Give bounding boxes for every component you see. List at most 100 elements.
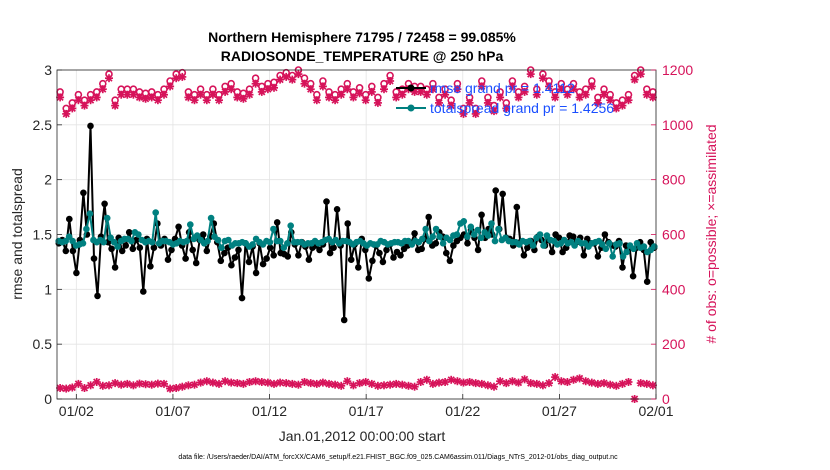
obs-assimilated-marker — [508, 82, 517, 91]
series-point-1 — [204, 237, 211, 245]
obs-assimilated-marker — [624, 378, 633, 386]
series-point-0 — [478, 211, 485, 219]
obs-assimilated-stroke — [258, 88, 266, 96]
obs-assimilated-marker — [483, 98, 492, 107]
obs-assimilated-stroke — [551, 93, 559, 102]
obs-assimilated-marker — [398, 90, 407, 99]
obs-assimilated-marker — [172, 74, 181, 83]
obs-assimilated-stroke — [86, 96, 95, 104]
series-point-0 — [443, 249, 450, 257]
obs-assimilated-marker — [147, 93, 156, 102]
obs-assimilated-stroke — [331, 96, 339, 104]
obs-assimilated-stroke — [637, 70, 645, 78]
series-point-0 — [125, 229, 133, 236]
obs-assimilated-stroke — [386, 77, 394, 85]
obs-assimilated-marker — [563, 90, 572, 99]
obs-assimilated-marker — [355, 379, 364, 388]
series-point-1 — [83, 225, 90, 233]
series-point-0 — [580, 252, 588, 259]
obs-assimilated-stroke — [533, 91, 541, 99]
series-point-0 — [601, 231, 609, 238]
obs-assimilated-marker — [593, 379, 602, 388]
series-layer — [55, 122, 658, 324]
series-point-0 — [259, 260, 267, 268]
y-tick-label-right: 200 — [662, 336, 686, 352]
obs-assimilated-marker — [593, 98, 602, 107]
obs-assimilated-stroke — [398, 91, 406, 99]
obs-assimilated-stroke — [551, 373, 559, 381]
series-point-1 — [432, 225, 440, 233]
obs-assimilated-stroke — [184, 381, 193, 389]
obs-assimilated-stroke — [417, 378, 425, 386]
obs-assimilated-stroke — [233, 93, 241, 102]
obs-assimilated-marker — [447, 375, 456, 384]
obs-assimilated-marker — [92, 93, 101, 102]
series-point-0 — [252, 269, 260, 277]
obs-assimilated-marker — [422, 375, 431, 384]
series-point-0 — [418, 245, 426, 253]
obs-assimilated-marker — [239, 94, 248, 103]
y-tick-label-right: 800 — [662, 172, 686, 188]
obs-assimilated-stroke — [178, 73, 186, 81]
legend-label-rmse: rmse grand pr = 1.4112 — [430, 80, 575, 96]
series-point-0 — [150, 244, 158, 251]
series-point-1 — [277, 237, 284, 245]
obs-assimilated-marker — [86, 96, 95, 105]
obs-assimilated-marker — [282, 72, 291, 81]
series-point-0 — [108, 245, 115, 253]
obs-assimilated-stroke — [68, 383, 76, 392]
obs-assimilated-stroke — [447, 376, 455, 384]
series-point-0 — [147, 263, 154, 270]
obs-assimilated-marker — [300, 79, 309, 88]
obs-assimilated-stroke — [355, 89, 364, 97]
obs-assimilated-marker — [642, 90, 651, 99]
series-point-0 — [118, 247, 126, 255]
series-point-0 — [464, 240, 471, 247]
obs-assimilated-stroke — [258, 378, 266, 386]
obs-assimilated-stroke — [141, 380, 150, 388]
obs-assimilated-stroke — [294, 70, 303, 78]
obs-assimilated-marker — [300, 378, 309, 386]
obs-assimilated-marker — [129, 381, 138, 390]
legend: rmse grand pr = 1.4112 totalspread grand… — [396, 80, 614, 116]
series-point-0 — [450, 242, 457, 249]
series-point-1 — [495, 225, 502, 233]
series-point-0 — [164, 256, 172, 264]
obs-assimilated-marker — [581, 90, 590, 99]
obs-assimilated-stroke — [362, 96, 370, 104]
series-point-0 — [344, 220, 352, 227]
obs-assimilated-stroke — [172, 74, 180, 82]
obs-assimilated-marker — [153, 96, 162, 105]
series-point-1 — [110, 238, 118, 246]
series-point-0 — [94, 292, 101, 300]
obs-assimilated-marker — [526, 70, 535, 79]
series-point-1 — [619, 253, 627, 260]
series-point-0 — [235, 246, 242, 254]
obs-assimilated-stroke — [105, 381, 113, 389]
obs-assimilated-marker — [331, 380, 340, 389]
series-point-1 — [467, 223, 475, 231]
obs-assimilated-stroke — [172, 384, 180, 392]
obs-assimilated-stroke — [368, 380, 376, 388]
obs-assimilated-stroke — [239, 95, 248, 103]
obs-assimilated-stroke — [392, 93, 400, 102]
chart-title-line2: RADIOSONDE_TEMPERATURE @ 250 hPa — [221, 48, 504, 64]
obs-assimilated-marker — [520, 87, 529, 96]
obs-assimilated-stroke — [410, 383, 419, 391]
series-point-0 — [326, 249, 334, 257]
series-point-0 — [629, 272, 637, 280]
obs-assimilated-stroke — [508, 377, 517, 385]
obs-assimilated-marker — [435, 378, 443, 387]
obs-assimilated-stroke — [276, 378, 284, 387]
obs-assimilated-stroke — [374, 382, 382, 390]
y-axis-label-left: rmse and totalspread — [9, 168, 25, 300]
obs-assimilated-marker — [355, 89, 364, 98]
obs-assimilated-stroke — [643, 91, 651, 99]
obs-assimilated-stroke — [490, 107, 498, 115]
obs-assimilated-marker — [80, 101, 89, 110]
obs-assimilated-stroke — [520, 375, 529, 383]
y-tick-label-right: 0 — [662, 391, 670, 407]
obs-assimilated-stroke — [478, 380, 486, 388]
obs-assimilated-stroke — [239, 380, 248, 388]
y-tick-label-right: 600 — [662, 227, 686, 243]
